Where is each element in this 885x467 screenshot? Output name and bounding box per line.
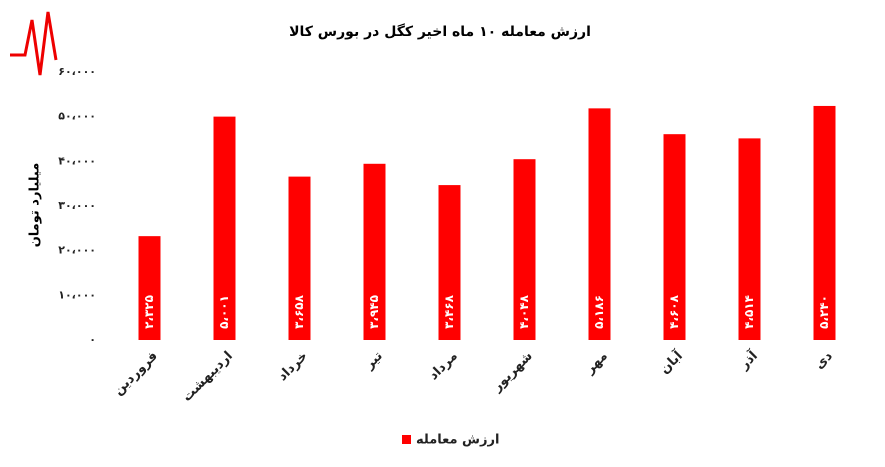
value-label: ۳،۴۶۸ xyxy=(442,294,456,329)
x-tick-label: آبان xyxy=(656,347,686,377)
legend-label: ارزش معامله xyxy=(416,433,499,448)
legend-swatch xyxy=(402,435,411,444)
y-tick-label: ۵۰،۰۰۰ xyxy=(58,110,96,123)
y-tick-label: ۲۰،۰۰۰ xyxy=(58,244,96,257)
value-label: ۵،۰۰۱ xyxy=(217,295,231,329)
value-label: ۴،۶۰۸ xyxy=(667,294,681,329)
bar xyxy=(813,105,836,341)
y-tick-label: ۱۰،۰۰۰ xyxy=(58,288,96,301)
y-tick-label: ۴۰،۰۰۰ xyxy=(58,154,96,167)
x-tick-label: آذر xyxy=(735,347,761,373)
bar xyxy=(663,134,686,340)
x-tick-label: شهریور xyxy=(489,349,536,396)
y-tick-label: ۰ xyxy=(89,333,96,346)
value-label: ۴،۰۴۸ xyxy=(517,294,531,329)
bar xyxy=(288,176,311,340)
bar xyxy=(363,163,386,340)
x-tick-label: فروردین xyxy=(111,349,161,399)
bar xyxy=(138,236,161,340)
bar xyxy=(513,159,536,340)
bar xyxy=(738,138,761,340)
logo xyxy=(10,11,58,76)
value-label: ۵،۱۸۶ xyxy=(592,295,606,329)
bar xyxy=(588,108,611,340)
x-tick-label: اردیبهشت xyxy=(180,349,236,405)
x-tick-label: تیر xyxy=(362,349,386,373)
bar xyxy=(438,185,461,340)
x-tick-label: مرداد xyxy=(426,349,461,384)
value-label: ۳،۶۵۸ xyxy=(292,294,306,329)
chart-title: ارزش معامله ۱۰ ماه اخیر کگل در بورس کالا xyxy=(289,23,591,40)
y-tick-label: ۳۰،۰۰۰ xyxy=(58,199,96,212)
y-tick-label: ۶۰،۰۰۰ xyxy=(58,65,96,78)
value-label: ۴،۵۱۴ xyxy=(742,295,756,329)
x-tick-label: مهر xyxy=(582,349,611,378)
x-tick-label: خرداد xyxy=(275,349,311,385)
y-axis-label: میلیارد تومان xyxy=(28,163,43,248)
x-tick-label: دی xyxy=(812,348,836,372)
value-label: ۲،۳۲۵ xyxy=(142,295,156,329)
value-label: ۵،۲۴۰ xyxy=(817,295,831,329)
value-label: ۳،۹۴۵ xyxy=(367,295,381,329)
bar xyxy=(213,116,236,340)
